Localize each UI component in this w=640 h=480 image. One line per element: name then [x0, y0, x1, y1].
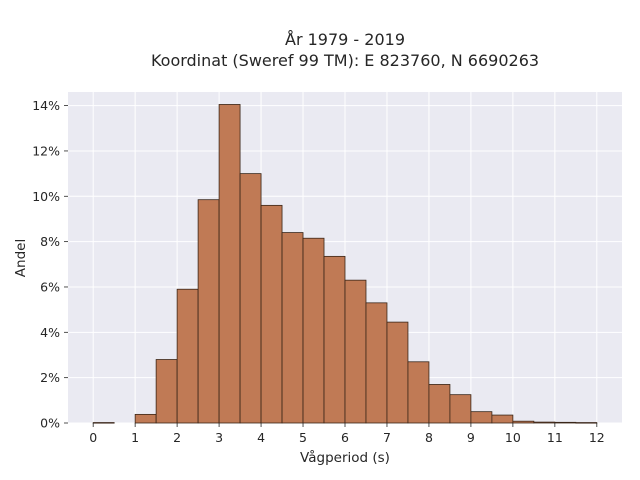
- histogram-bar: [281, 232, 304, 424]
- histogram-bar: [239, 173, 262, 424]
- y-tick-label: 14%: [32, 98, 60, 113]
- x-tick-label: 2: [173, 430, 181, 445]
- histogram-bar: [260, 204, 283, 424]
- x-axis-ticks: 0 1 2 3 4 5 6 7 8 9 10 11 12: [89, 423, 605, 445]
- y-tick-label: 10%: [32, 189, 60, 204]
- histogram-bar: [365, 302, 388, 424]
- chart-title-line-2: Koordinat (Sweref 99 TM): E 823760, N 66…: [151, 51, 539, 70]
- histogram-bar: [575, 422, 598, 424]
- histogram-bar: [176, 288, 199, 424]
- x-tick-label: 7: [383, 430, 391, 445]
- x-tick-label: 0: [89, 430, 97, 445]
- x-tick-label: 4: [257, 430, 265, 445]
- histogram-bar: [323, 255, 346, 424]
- histogram-bar: [449, 394, 472, 424]
- histogram-bar: [302, 237, 325, 424]
- y-axis-ticks: 0% 2% 4% 6% 8% 10% 12% 14%: [32, 98, 68, 431]
- histogram-bar: [491, 414, 514, 424]
- x-tick-label: 9: [467, 430, 475, 445]
- x-tick-label: 11: [547, 430, 563, 445]
- histogram-bar: [554, 421, 577, 424]
- histogram-bar: [512, 420, 535, 424]
- histogram-bar: [533, 421, 556, 424]
- histogram-bar: [386, 321, 409, 424]
- y-tick-label: 12%: [32, 143, 60, 158]
- histogram-bar: [155, 359, 178, 424]
- histogram-bar: [197, 199, 220, 424]
- y-tick-label: 2%: [40, 370, 60, 385]
- histogram-bar: [218, 104, 241, 424]
- y-axis-label: Andel: [13, 239, 29, 277]
- x-tick-label: 1: [131, 430, 139, 445]
- x-tick-label: 3: [215, 430, 223, 445]
- y-tick-label: 6%: [40, 279, 60, 294]
- x-tick-label: 10: [505, 430, 521, 445]
- y-tick-label: 4%: [40, 325, 60, 340]
- histogram-bar: [407, 361, 430, 424]
- histogram-bar: [470, 411, 493, 424]
- x-tick-label: 5: [299, 430, 307, 445]
- histogram-bar: [344, 279, 367, 424]
- x-tick-label: 6: [341, 430, 349, 445]
- y-tick-label: 0%: [40, 416, 60, 431]
- histogram-bar: [134, 413, 157, 424]
- histogram-bar: [428, 384, 451, 424]
- histogram-bar: [92, 422, 115, 424]
- x-axis-label: Vågperiod (s): [300, 449, 390, 466]
- x-tick-label: 8: [425, 430, 433, 445]
- chart-title-line-1: År 1979 - 2019: [285, 30, 405, 49]
- bars: [92, 104, 598, 424]
- y-tick-label: 8%: [40, 234, 60, 249]
- x-tick-label: 12: [589, 430, 605, 445]
